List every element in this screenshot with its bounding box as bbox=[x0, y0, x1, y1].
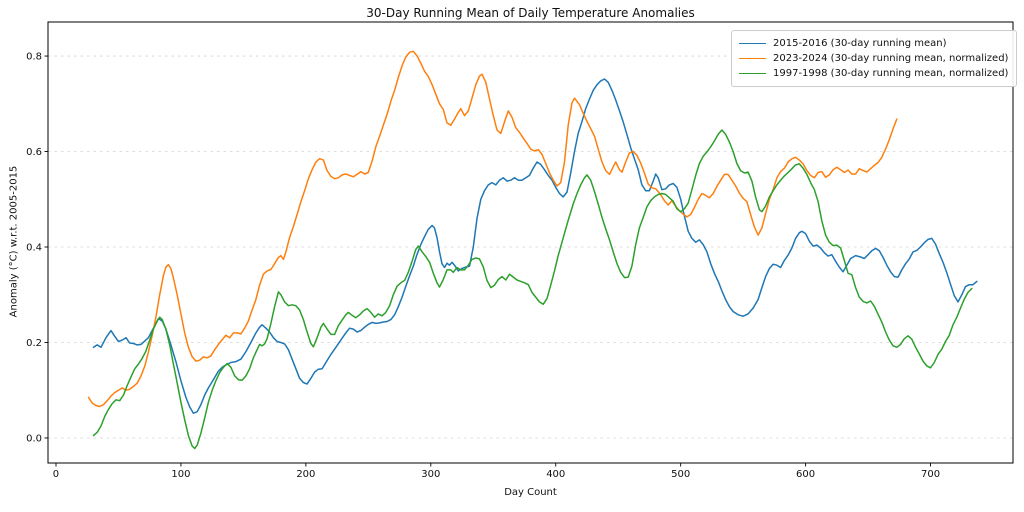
y-axis-label: Anomaly (°C) w.r.t. 2005-2015 bbox=[8, 165, 20, 318]
legend-line-swatch bbox=[739, 58, 766, 59]
axes-spines bbox=[47, 21, 1014, 464]
legend-line-swatch bbox=[739, 43, 766, 44]
legend: 2015-2016 (30-day running mean) 2023-2024… bbox=[731, 30, 1018, 87]
chart-title: 30-Day Running Mean of Daily Temperature… bbox=[366, 6, 695, 20]
y-tick-label: 0.2 bbox=[26, 338, 42, 349]
legend-item: 2023-2024 (30-day running mean, normaliz… bbox=[739, 51, 1008, 66]
x-tick-label: 600 bbox=[796, 469, 815, 480]
x-tick-label: 700 bbox=[921, 469, 940, 480]
y-tick-label: 0.0 bbox=[26, 433, 42, 444]
x-tick-label: 100 bbox=[171, 469, 190, 480]
x-tick-label: 500 bbox=[671, 469, 690, 480]
x-tick-label: 200 bbox=[296, 469, 315, 480]
legend-label: 1997-1998 (30-day running mean, normaliz… bbox=[773, 67, 1009, 79]
x-axis-label: Day Count bbox=[504, 487, 557, 498]
series-line-1997-1998 bbox=[92, 129, 973, 450]
y-tick-label: 0.6 bbox=[26, 147, 42, 158]
legend-item: 1997-1998 (30-day running mean, normaliz… bbox=[739, 66, 1008, 81]
y-tick-label: 0.8 bbox=[26, 52, 42, 63]
y-tick-label: 0.4 bbox=[26, 243, 42, 254]
x-tick-label: 400 bbox=[546, 469, 565, 480]
legend-label: 2023-2024 (30-day running mean, normaliz… bbox=[773, 52, 1009, 64]
series-line-2015-2016 bbox=[92, 78, 978, 414]
series-line-2023-2024 bbox=[87, 50, 898, 408]
x-tick-label: 0 bbox=[53, 469, 59, 480]
legend-line-swatch bbox=[739, 73, 766, 74]
legend-item: 2015-2016 (30-day running mean) bbox=[739, 36, 1008, 51]
legend-label: 2015-2016 (30-day running mean) bbox=[773, 37, 947, 49]
x-tick-label: 300 bbox=[421, 469, 440, 480]
